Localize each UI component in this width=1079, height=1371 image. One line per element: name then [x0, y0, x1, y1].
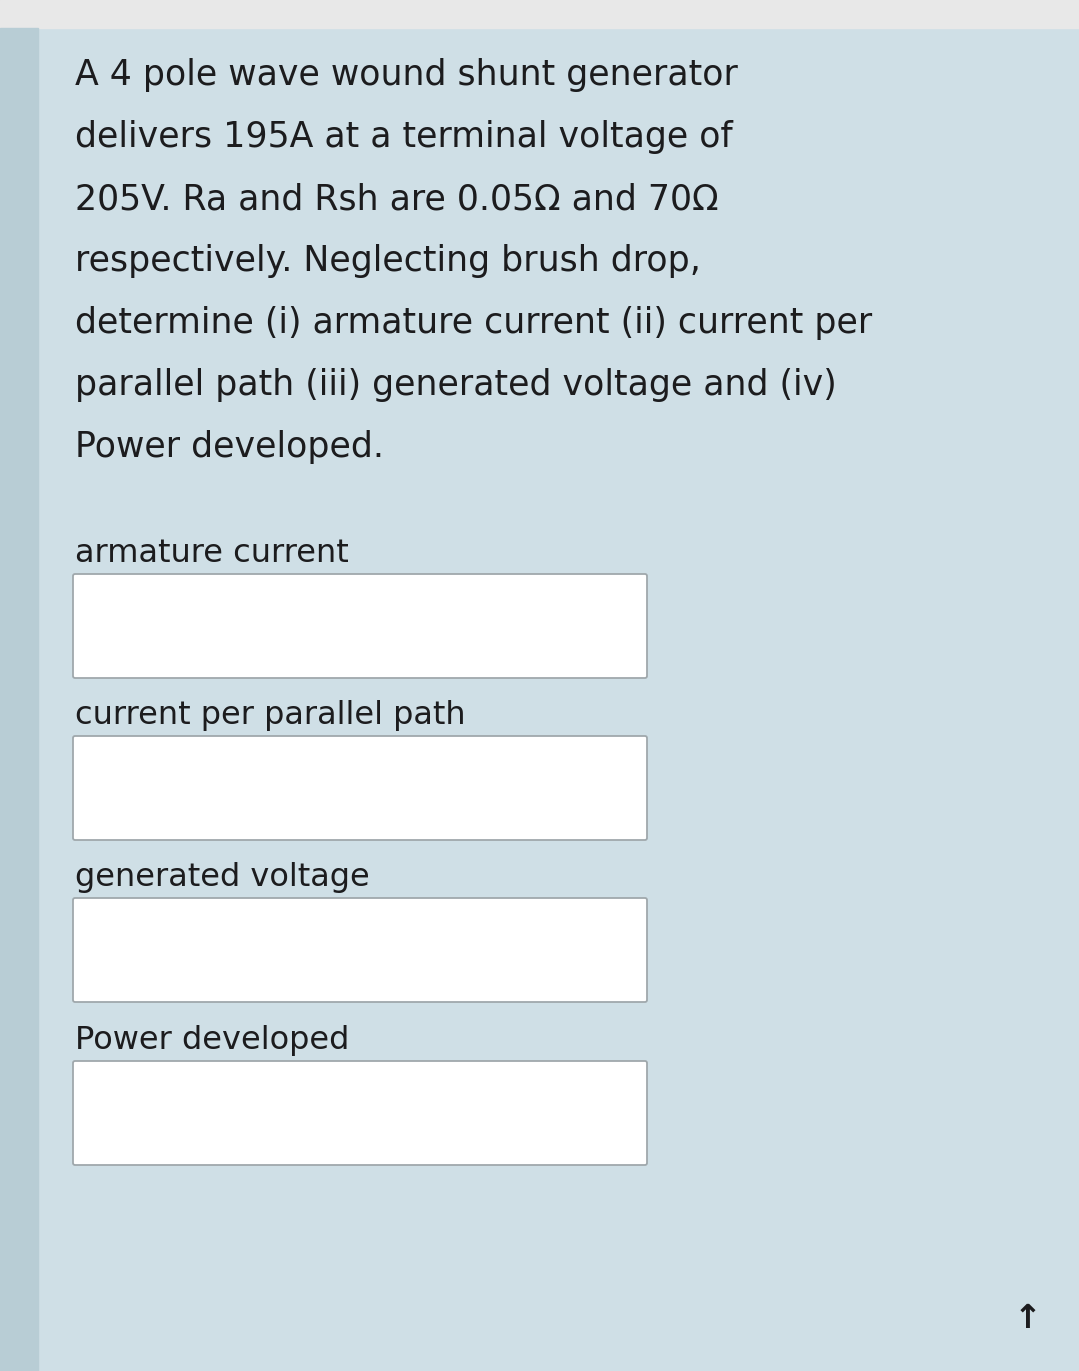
- Text: A 4 pole wave wound shunt generator: A 4 pole wave wound shunt generator: [76, 58, 738, 92]
- Text: current per parallel path: current per parallel path: [76, 701, 466, 731]
- Text: Power developed: Power developed: [76, 1026, 350, 1056]
- FancyBboxPatch shape: [73, 898, 647, 1002]
- Text: ↑: ↑: [1014, 1301, 1042, 1334]
- Text: armature current: armature current: [76, 537, 349, 569]
- Bar: [0, 0, 1079, 27]
- Text: parallel path (iii) generated voltage and (iv): parallel path (iii) generated voltage an…: [76, 367, 836, 402]
- Bar: [0, 27, 38, 1371]
- Text: determine (i) armature current (ii) current per: determine (i) armature current (ii) curr…: [76, 306, 872, 340]
- Text: delivers 195A at a terminal voltage of: delivers 195A at a terminal voltage of: [76, 121, 733, 154]
- FancyBboxPatch shape: [73, 1061, 647, 1165]
- Text: 205V. Ra and Rsh are 0.05Ω and 70Ω: 205V. Ra and Rsh are 0.05Ω and 70Ω: [76, 182, 719, 217]
- Text: Power developed.: Power developed.: [76, 430, 384, 463]
- FancyBboxPatch shape: [73, 574, 647, 679]
- Text: respectively. Neglecting brush drop,: respectively. Neglecting brush drop,: [76, 244, 701, 278]
- FancyBboxPatch shape: [73, 736, 647, 840]
- Text: generated voltage: generated voltage: [76, 862, 370, 893]
